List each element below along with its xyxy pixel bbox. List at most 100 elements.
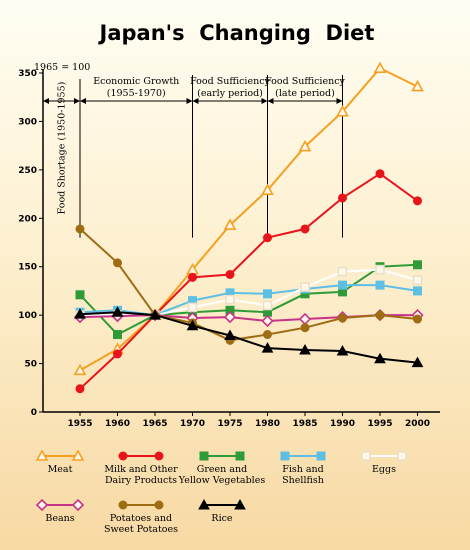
data-point-potatoes (338, 313, 347, 323)
legend-item-beans: Beans (35, 498, 85, 524)
period-arrow-food-sufficiency-late-head-left (267, 98, 274, 104)
data-point-potatoes (263, 330, 272, 340)
legend-marker-left-rice (198, 498, 210, 510)
legend-item-meat: Meat (35, 449, 85, 475)
data-point-milk (375, 169, 385, 179)
data-point-eggs (375, 264, 385, 275)
period-arrow-food-shortage-head-left (43, 98, 49, 104)
legend-marker-left-beans (35, 498, 49, 512)
base-note: 1965 = 100 (34, 62, 90, 73)
data-point-eggs (337, 266, 348, 277)
legend-item-eggs: Eggs (361, 451, 407, 475)
data-point-milk (75, 384, 85, 394)
period-label-economic-growth: Economic Growth (93, 76, 179, 87)
data-point-meat (298, 139, 312, 152)
y-tick-label: 350 (18, 69, 37, 79)
data-point-rice (149, 309, 161, 320)
data-point-eggs (300, 282, 310, 292)
x-tick-label: 1955 (67, 419, 92, 429)
data-point-meat (411, 79, 424, 92)
data-point-fish (263, 289, 272, 299)
period-arrow-food-sufficiency-early-head-left (192, 98, 199, 104)
y-tick-label: 50 (24, 360, 37, 370)
period-arrow-food-sufficiency-late-head-right (336, 98, 343, 104)
data-point-milk (413, 196, 422, 206)
data-point-fish (413, 286, 422, 296)
data-point-rice (299, 343, 311, 355)
legend-label-potatoes: Potatoes and (110, 513, 172, 524)
legend-label-milk: Milk and Other (104, 464, 178, 475)
x-tick-label: 1965 (142, 419, 167, 429)
plot-area (73, 61, 424, 394)
data-point-eggs (187, 302, 198, 313)
chart-title: Japan's Changing Diet (98, 21, 375, 45)
period-sublabel-economic-growth: (1955-1970) (107, 88, 166, 99)
data-point-milk (188, 272, 197, 282)
x-tick-label: 1990 (330, 419, 355, 429)
legend-label-fish: Fish and (282, 464, 324, 475)
legend-marker-left-green-yellow-veg (199, 451, 209, 461)
data-point-milk (225, 269, 235, 279)
period-label-food-sufficiency-late: Food Sufficiency (265, 76, 345, 87)
data-point-milk (113, 349, 122, 359)
data-point-meat (373, 61, 387, 73)
data-point-rice (336, 344, 349, 356)
legend-marker-right-beans (71, 498, 85, 512)
series-green-yellow-veg (75, 260, 422, 340)
data-point-milk (338, 193, 347, 203)
legend-label-potatoes: Sweet Potatoes (104, 524, 178, 535)
data-point-eggs (412, 275, 423, 286)
series-meat (73, 61, 424, 376)
legend-label-meat: Meat (48, 464, 73, 475)
series-rice (74, 306, 424, 368)
data-point-beans (298, 312, 312, 326)
legend-label-fish: Shellfish (282, 475, 324, 486)
legend-marker-left-fish (280, 451, 290, 461)
series-milk (75, 169, 422, 394)
data-point-milk (263, 233, 272, 243)
legend-marker-left-milk (118, 451, 128, 461)
y-tick-label: 0 (31, 408, 37, 418)
period-arrow-economic-growth-head-right (186, 98, 193, 104)
data-point-rice (374, 352, 386, 364)
data-point-meat (336, 105, 349, 117)
x-tick-label: 1970 (180, 419, 205, 429)
legend-marker-right-fish (316, 451, 326, 461)
series-line-rice (79, 311, 418, 364)
period-arrow-food-sufficiency-early-head-right (261, 98, 268, 104)
data-point-rice (186, 319, 199, 331)
legend-label-milk: Dairy Products (105, 475, 177, 486)
data-point-potatoes (375, 310, 385, 320)
legend-label-beans: Beans (45, 513, 74, 524)
data-point-rice (74, 308, 86, 319)
data-point-eggs (225, 294, 235, 305)
series-line-green-yellow-veg (79, 263, 418, 336)
data-point-green-yellow-veg (413, 260, 422, 270)
period-arrow-food-shortage-head-right (74, 98, 80, 104)
legend-label-rice: Rice (211, 513, 233, 524)
series-line-meat (79, 66, 418, 372)
x-tick-label: 1985 (292, 419, 317, 429)
data-point-meat (73, 363, 87, 376)
legend-marker-left-potatoes (118, 500, 128, 510)
legend-marker-left-meat (35, 449, 49, 461)
data-point-rice (224, 329, 236, 340)
axes: 0 50 100 150 200 250 300 350 1955 1960 1965 1970 197… (18, 69, 440, 429)
data-point-beans (261, 314, 274, 328)
legend-item-rice: Rice (198, 498, 246, 524)
legend-label-green-yellow-veg: Green and (197, 464, 247, 475)
data-point-rice (411, 356, 424, 368)
data-point-green-yellow-veg (75, 290, 85, 300)
data-point-green-yellow-veg (113, 330, 122, 340)
series-line-milk (79, 172, 419, 390)
data-point-eggs (262, 300, 273, 311)
period-arrow-economic-growth-head-left (80, 98, 86, 104)
legend-marker-left-eggs (361, 451, 371, 461)
x-tick-label: 1975 (217, 419, 242, 429)
data-point-fish (375, 280, 385, 290)
